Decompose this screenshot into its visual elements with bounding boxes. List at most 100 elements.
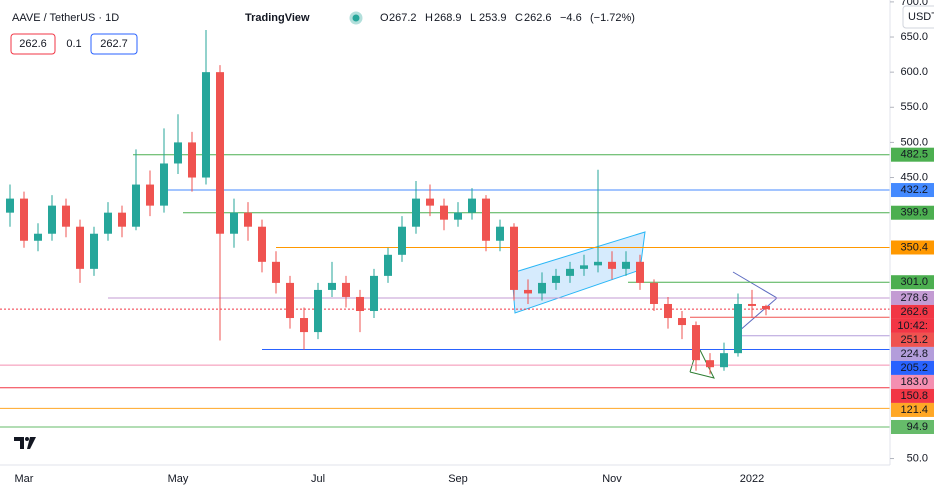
candle-body <box>720 353 728 368</box>
candle-body <box>300 318 308 333</box>
candle-body <box>608 261 616 269</box>
level-label-bg <box>891 402 934 417</box>
candle-body <box>580 265 588 269</box>
candle-body <box>146 184 154 206</box>
level-label: 150.8 <box>900 390 928 402</box>
candle-body <box>160 163 168 206</box>
x-tick-label: 2022 <box>740 473 764 485</box>
level-label-bg <box>891 374 934 389</box>
x-tick-label: Mar <box>15 473 34 485</box>
candle-body <box>188 142 196 178</box>
candle-body <box>454 212 462 220</box>
candle-body <box>104 212 112 234</box>
status-dot <box>349 11 363 25</box>
level-label-bg <box>891 183 934 198</box>
sell-box <box>10 33 56 55</box>
plot <box>0 29 890 428</box>
candle-body <box>692 325 700 361</box>
candle-body <box>734 303 742 354</box>
candle-body <box>426 198 434 206</box>
candle-body <box>216 72 224 234</box>
candle-body <box>174 142 182 164</box>
buy-box <box>90 33 138 55</box>
candle-body <box>496 226 504 241</box>
level-label: 432.2 <box>900 184 928 196</box>
level-label: 399.9 <box>900 207 928 219</box>
level-label: 301.0 <box>900 276 928 288</box>
x-tick-label: Nov <box>602 473 622 485</box>
level-label-bg <box>891 419 934 434</box>
candle-body <box>244 212 252 227</box>
candle-body <box>62 205 70 227</box>
level-label: 183.0 <box>900 376 928 388</box>
candle-body <box>76 226 84 269</box>
candle-body <box>664 303 672 319</box>
level-label: 350.4 <box>900 241 928 253</box>
buy-price: 262.7 <box>100 38 128 50</box>
candle-body <box>440 205 448 220</box>
candle-body <box>538 282 546 294</box>
candle-body <box>202 72 210 178</box>
y-tick-label: 700.0 <box>900 0 928 8</box>
candle-body <box>258 226 266 262</box>
candle-body <box>510 226 518 290</box>
candle-body <box>384 254 392 276</box>
ohlc-value: 262.6 <box>524 12 552 24</box>
ohlc-value: (−1.72%) <box>590 12 635 24</box>
candle-body <box>370 275 378 312</box>
brand: TradingView <box>245 12 310 24</box>
candle-body <box>132 184 140 227</box>
sell-price: 262.6 <box>19 38 47 50</box>
level-label-bg <box>891 346 934 361</box>
ohlc-value: O <box>380 12 389 24</box>
level-label: 262.6 <box>900 306 928 318</box>
level-label-bg <box>891 332 934 347</box>
candle-body <box>650 282 658 304</box>
x-tick-label: Sep <box>448 473 468 485</box>
candle-body <box>118 212 126 227</box>
candle-body <box>566 268 574 276</box>
candle-body <box>34 233 42 241</box>
currency-box <box>902 5 934 29</box>
y-tick-label: 50.0 <box>907 452 928 464</box>
spread: 0.1 <box>66 38 81 50</box>
y-tick-label: 550.0 <box>900 101 928 113</box>
logo <box>10 430 42 456</box>
level-label-bg <box>891 388 934 403</box>
level-label: 121.4 <box>900 404 928 416</box>
x-tick-label: May <box>168 473 189 485</box>
candle-body <box>272 261 280 283</box>
level-label-bg <box>891 290 934 305</box>
ohlc-value: L <box>470 12 476 24</box>
level-label: 251.2 <box>900 334 928 346</box>
currency: USDT <box>908 11 934 23</box>
level-label: 224.8 <box>900 348 928 360</box>
candle-body <box>594 261 602 266</box>
candle-body <box>398 226 406 255</box>
level-label-bg <box>891 205 934 220</box>
candle-body <box>468 198 476 213</box>
level-label: 205.2 <box>900 362 928 374</box>
candle-body <box>90 233 98 269</box>
y-tick-label: 600.0 <box>900 66 928 78</box>
x-axis <box>0 466 934 495</box>
candle-body <box>342 282 350 297</box>
level-label-bg <box>891 360 934 375</box>
candle-body <box>622 261 630 269</box>
candle-body <box>6 198 14 213</box>
candle-body <box>328 282 336 290</box>
candle-body <box>286 282 294 319</box>
candle-body <box>552 275 560 283</box>
y-tick-label: 450.0 <box>900 171 928 183</box>
level-label-bg <box>891 240 934 255</box>
candle-body <box>762 305 770 310</box>
candle-body <box>230 212 238 234</box>
y-tick-label: 650.0 <box>900 31 928 43</box>
candle-body <box>48 205 56 234</box>
candle-body <box>748 303 756 306</box>
candle-body <box>678 318 686 326</box>
x-tick-label: Jul <box>311 473 325 485</box>
ohlc-value: −4.6 <box>560 12 582 24</box>
ohlc-value: 253.9 <box>479 12 507 24</box>
